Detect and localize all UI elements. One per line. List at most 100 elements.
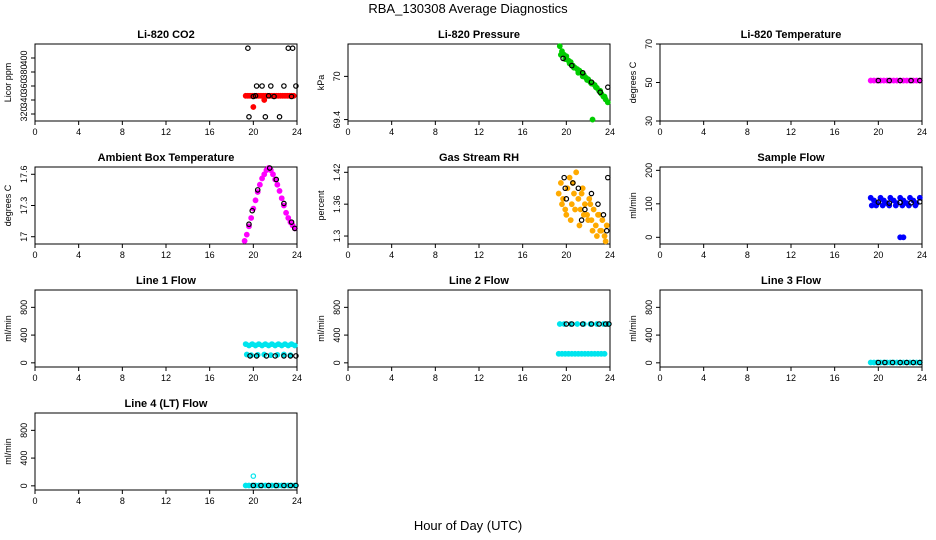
- data-point: [571, 190, 577, 197]
- data-point: [900, 234, 907, 241]
- y-tick-label: 0: [332, 360, 342, 365]
- plot-frame: [34, 43, 298, 122]
- data-point: [559, 201, 565, 208]
- x-tick-label: 16: [205, 496, 215, 506]
- panel-4: Ambient Box Temperature degrees C 0 4 8 12 16 2…: [3, 152, 302, 260]
- data-point: [578, 190, 585, 197]
- data-point: [278, 195, 285, 202]
- x-tick-label: 12: [474, 250, 484, 260]
- y-tick-label: 1.42: [332, 164, 342, 182]
- data-point: [261, 97, 268, 103]
- x-tick-label: 20: [873, 127, 883, 137]
- data-point: [590, 206, 597, 213]
- x-tick-label: 8: [120, 127, 125, 137]
- data-point: [606, 321, 612, 327]
- data-point: [908, 200, 914, 206]
- data-point: [262, 114, 269, 120]
- x-tick-label: 20: [248, 496, 258, 506]
- x-tick-label: 20: [873, 373, 883, 383]
- data-point: [287, 482, 294, 489]
- y-tick-label: 17.6: [19, 166, 29, 184]
- data-point: [886, 77, 893, 84]
- data-point: [589, 227, 596, 234]
- data-point: [594, 233, 600, 239]
- data-point: [281, 353, 287, 359]
- data-point: [910, 359, 917, 366]
- x-tick-label: 4: [76, 127, 81, 137]
- y-tick-label: 0: [644, 235, 654, 240]
- y-axis-label: Licor ppm: [3, 63, 13, 103]
- x-tick-label: 16: [830, 250, 840, 260]
- data-point: [897, 199, 903, 206]
- y-tick-label: 380: [19, 64, 29, 79]
- x-tick-label: 20: [248, 250, 258, 260]
- data-point: [897, 359, 903, 366]
- data-point: [581, 201, 588, 208]
- panel-9: Line 3 Flow ml/min 0 4 8 12 16 20 24 0 400 800: [628, 275, 927, 383]
- panel-title: Gas Stream RH: [439, 152, 519, 164]
- panel-3: Li-820 Temperature degrees C 0 4 8 12 16 20 24 30…: [628, 29, 927, 137]
- data-point: [597, 87, 604, 94]
- data-point: [287, 353, 294, 359]
- y-tick-label: 800: [332, 300, 342, 315]
- x-tick-label: 20: [248, 373, 258, 383]
- data-point: [561, 174, 567, 181]
- figure-title: RBA_130308 Average Diagnostics: [368, 1, 568, 16]
- data-point: [263, 353, 270, 359]
- data-point: [291, 342, 298, 349]
- data-point: [597, 89, 603, 96]
- x-tick-label: 0: [32, 250, 37, 260]
- y-tick-label: 70: [644, 39, 654, 49]
- data-point: [604, 99, 611, 106]
- panel-title: Li-820 Temperature: [741, 29, 842, 41]
- data-point: [274, 181, 281, 188]
- data-point: [265, 93, 272, 99]
- data-point: [563, 196, 570, 202]
- x-tick-label: 4: [701, 127, 706, 137]
- x-tick-label: 24: [292, 373, 302, 383]
- y-tick-label: 1.36: [332, 195, 342, 213]
- data-point: [897, 77, 903, 84]
- data-point: [562, 206, 569, 213]
- data-point: [601, 350, 608, 357]
- x-tick-label: 4: [76, 373, 81, 383]
- data-point: [588, 79, 595, 85]
- data-point: [917, 199, 923, 205]
- data-point: [276, 114, 283, 120]
- data-point: [605, 84, 611, 90]
- y-axis-label: ml/min: [316, 315, 326, 342]
- x-tick-label: 24: [292, 496, 302, 506]
- data-point: [601, 233, 608, 239]
- x-tick-label: 8: [433, 127, 438, 137]
- panel-title: Line 4 (LT) Flow: [125, 398, 208, 410]
- x-tick-label: 12: [161, 250, 171, 260]
- x-tick-label: 20: [561, 127, 571, 137]
- data-point: [293, 482, 299, 489]
- data-point: [605, 174, 611, 181]
- y-tick-label: 340: [19, 92, 29, 107]
- data-point: [603, 227, 610, 234]
- x-tick-label: 24: [917, 373, 927, 383]
- data-point: [592, 84, 599, 91]
- x-tick-label: 8: [433, 250, 438, 260]
- data-point: [276, 188, 283, 194]
- data-point: [560, 55, 566, 62]
- data-point: [252, 197, 259, 204]
- data-point: [288, 219, 295, 225]
- data-point: [585, 217, 592, 224]
- data-point: [917, 359, 923, 366]
- panel-8: Line 2 Flow ml/min 0 4 8 12 16 20 24 0 400 800: [316, 275, 615, 383]
- x-tick-label: 8: [120, 373, 125, 383]
- data-point: [598, 227, 605, 234]
- y-tick-label: 800: [19, 423, 29, 438]
- plot-frame: [34, 166, 298, 245]
- panel-title: Line 2 Flow: [449, 275, 509, 287]
- data-point: [567, 217, 574, 224]
- x-tick-label: 0: [345, 373, 350, 383]
- data-point: [247, 353, 253, 359]
- data-point: [912, 202, 919, 209]
- data-point: [566, 174, 573, 181]
- x-tick-label: 16: [518, 373, 528, 383]
- x-tick-label: 20: [561, 250, 571, 260]
